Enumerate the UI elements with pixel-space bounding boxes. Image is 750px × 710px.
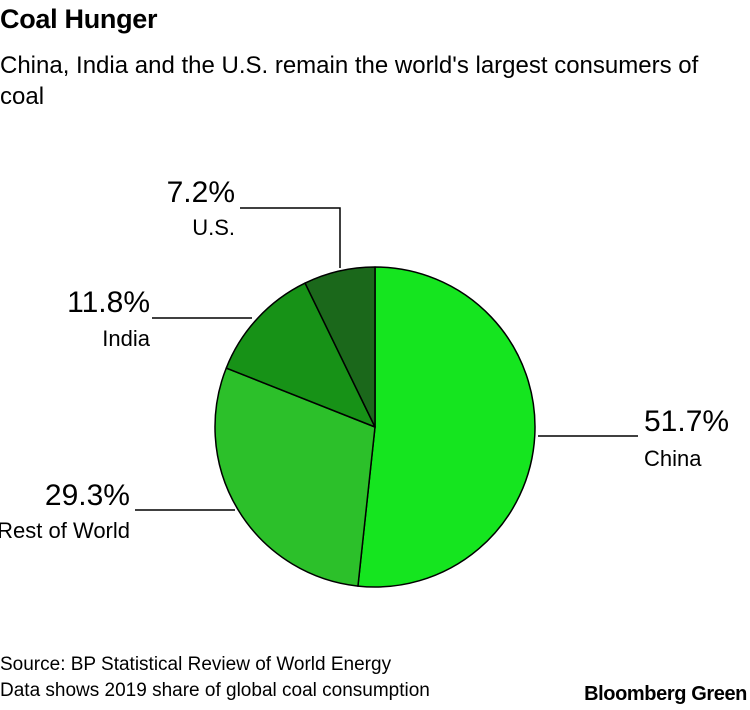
- category-label-china: China: [644, 446, 702, 471]
- value-label-rest-of-world: 29.3%: [45, 479, 130, 512]
- source-note: Source: BP Statistical Review of World E…: [0, 654, 392, 675]
- brand-logo: Bloomberg Green: [582, 683, 747, 706]
- leader-line-u-s: [240, 207, 341, 268]
- chart-title: Coal Hunger: [0, 4, 158, 34]
- category-label-u-s: U.S.: [192, 215, 235, 240]
- chart-subtitle: China, India and the U.S. remain the wor…: [0, 52, 699, 110]
- pie-slice-u-s: [304, 266, 376, 428]
- value-label-china: 51.7%: [644, 405, 729, 438]
- chart-footer: Source: BP Statistical Review of World E…: [0, 652, 430, 704]
- category-label-india: India: [102, 326, 150, 351]
- data-note: Data shows 2019 share of global coal con…: [0, 680, 430, 701]
- pie-slice-china: [357, 266, 536, 588]
- value-label-india: 11.8%: [67, 286, 150, 319]
- category-label-rest-of-world: Rest of World: [0, 518, 130, 543]
- pie-slice-rest-of-world: [214, 367, 376, 587]
- pie-slice-india: [225, 282, 376, 428]
- value-label-u-s: 7.2%: [167, 176, 235, 209]
